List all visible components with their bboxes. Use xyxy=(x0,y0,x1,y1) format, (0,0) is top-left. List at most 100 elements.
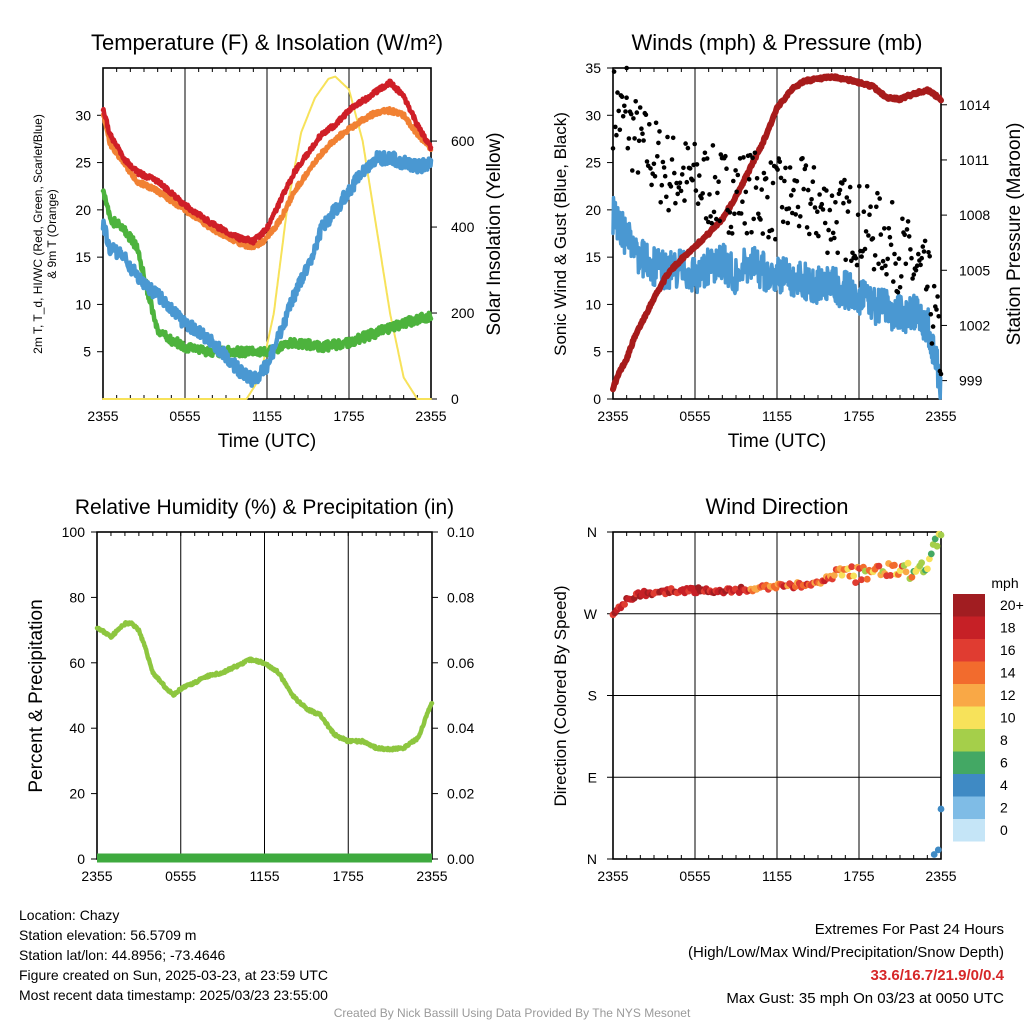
gust-point xyxy=(832,235,837,241)
gust-point xyxy=(744,230,750,236)
gust-point xyxy=(769,227,775,233)
gust-point xyxy=(623,109,628,114)
gust-point xyxy=(761,170,767,176)
chart-title: Wind Direction xyxy=(705,494,848,519)
y-tick-label: 60 xyxy=(69,655,85,671)
y-tick-label: 10 xyxy=(585,296,601,312)
direction-point xyxy=(933,542,941,550)
gust-point xyxy=(842,177,847,183)
gust-point xyxy=(637,105,643,110)
gust-point xyxy=(922,238,928,244)
y2-tick-label: 600 xyxy=(451,133,475,149)
gust-point xyxy=(844,195,850,200)
x-tick-label: 1755 xyxy=(843,868,874,884)
gust-point xyxy=(746,177,752,182)
direction-point xyxy=(937,531,945,539)
legend-swatch xyxy=(953,594,985,617)
x-tick-label: 1155 xyxy=(252,408,282,424)
x-tick-label: 1755 xyxy=(843,408,874,424)
gust-point xyxy=(643,112,649,117)
y-tick-label: 100 xyxy=(62,524,86,540)
gust-point xyxy=(758,217,763,222)
gust-point xyxy=(836,191,842,197)
gust-point xyxy=(876,261,881,267)
y-tick-label: 80 xyxy=(69,589,85,605)
x-tick-label: 2355 xyxy=(416,868,447,884)
gust-point xyxy=(809,197,814,202)
gust-point xyxy=(709,220,714,226)
direction-point xyxy=(838,571,846,579)
gust-point xyxy=(731,178,736,184)
elevation-text: Station elevation: 56.5709 m xyxy=(19,927,197,943)
gust-point xyxy=(779,204,785,210)
gust-point xyxy=(708,214,713,219)
gust-point xyxy=(886,226,892,231)
gust-point xyxy=(920,244,926,249)
direction-point xyxy=(927,550,935,558)
gust-point xyxy=(652,174,658,179)
gust-point xyxy=(711,209,717,215)
y2-tick-label: 0.00 xyxy=(447,851,474,867)
gust-point xyxy=(878,232,884,237)
gust-point xyxy=(716,179,721,184)
legend-label: 20+ xyxy=(1000,597,1024,613)
gust-point xyxy=(640,131,645,136)
gust-point xyxy=(868,204,873,209)
gust-point xyxy=(826,227,831,233)
gust-point xyxy=(862,246,868,252)
series-wetbulb xyxy=(100,149,434,388)
gust-point xyxy=(665,134,670,140)
gust-point xyxy=(846,199,852,204)
gust-point xyxy=(710,143,716,148)
legend-swatch xyxy=(953,729,985,752)
gust-point xyxy=(729,231,735,236)
y2-tick-label: 0.02 xyxy=(447,786,474,802)
gust-point xyxy=(908,247,913,252)
gust-point xyxy=(660,159,666,165)
y-tick-label: 35 xyxy=(585,60,601,76)
gust-point xyxy=(728,224,734,230)
gust-point xyxy=(824,188,829,193)
gust-point xyxy=(883,263,888,269)
direction-point xyxy=(924,565,931,573)
gust-point xyxy=(752,150,758,156)
gust-point xyxy=(829,193,835,198)
direction-point xyxy=(930,851,938,858)
gust-point xyxy=(837,187,843,193)
gust-point xyxy=(610,146,616,151)
y-tick-label: 20 xyxy=(75,202,91,218)
gust-point xyxy=(773,236,778,242)
gust-point xyxy=(911,272,917,277)
gust-point xyxy=(918,262,923,268)
gust-point xyxy=(718,152,724,157)
y-tick-label: 25 xyxy=(75,155,91,171)
gust-point xyxy=(741,155,746,160)
gust-point xyxy=(833,200,838,205)
gust-point xyxy=(727,210,733,215)
gust-point xyxy=(913,268,919,273)
gust-point xyxy=(877,196,882,201)
gust-point xyxy=(889,200,895,205)
gust-point xyxy=(919,255,924,261)
legend-label: 0 xyxy=(1000,822,1008,838)
gust-point xyxy=(835,250,840,256)
gust-point xyxy=(676,185,682,190)
y2-tick-label: 200 xyxy=(451,305,475,321)
gust-point xyxy=(929,341,935,346)
gust-point xyxy=(804,225,810,230)
gust-point xyxy=(834,220,839,225)
gust-point xyxy=(863,229,869,234)
y-tick-label: 30 xyxy=(585,107,601,123)
x-axis-label: Time (UTC) xyxy=(728,431,827,452)
gust-point xyxy=(613,124,618,130)
direction-point xyxy=(931,535,939,543)
gust-point xyxy=(687,166,693,171)
y-tick-label: 15 xyxy=(75,249,91,265)
legend-label: 2 xyxy=(1000,800,1008,816)
legend-label: 16 xyxy=(1000,642,1016,658)
y2-axis-label: Station Pressure (Maroon) xyxy=(1004,123,1024,346)
gust-point xyxy=(712,174,718,180)
gust-point xyxy=(867,212,872,217)
gust-point xyxy=(927,253,932,259)
gust-point xyxy=(895,289,901,295)
